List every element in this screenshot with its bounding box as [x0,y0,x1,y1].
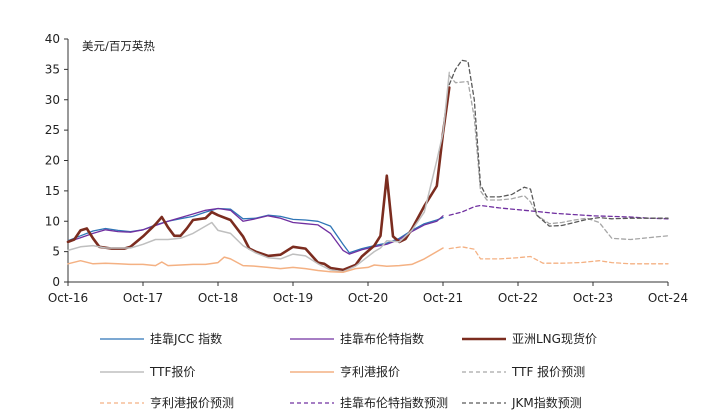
x-tick-label: Oct-19 [273,291,313,305]
legend-label-1: 挂靠JCC 指数 [150,331,222,346]
unit-label: 美元/百万英热 [82,39,155,53]
legend-label-9: JKM指数预测 [511,395,582,410]
y-tick-label: 30 [45,93,60,107]
legend-label-8: 挂靠布伦特指数预测 [340,395,448,410]
legend-label-3: 亚洲LNG现货价 [512,331,597,346]
x-tick-label: Oct-24 [648,291,688,305]
legend-label-6: TTF 报价预测 [511,364,585,379]
x-tick-label: Oct-17 [123,291,163,305]
legend-label-2: 挂靠布伦特指数 [340,331,424,346]
series-line-1 [67,207,444,254]
series-line-8 [448,204,669,220]
legend-label-5: 亨利港报价 [340,364,400,379]
series-line-6 [448,74,669,241]
y-tick-label: 25 [45,123,60,137]
y-tick-label: 10 [45,214,60,228]
y-tick-label: 0 [52,275,60,289]
series-line-4 [67,71,451,273]
x-tick-label: Oct-16 [48,291,88,305]
legend-label-7: 亨利港报价预测 [150,395,234,410]
legend: 挂靠JCC 指数 挂靠布伦特指数 亚洲LNG现货价 TTF报价 亨利港报价 TTF 报价预… [100,331,597,410]
x-tick-label: Oct-23 [573,291,613,305]
x-tick-label: Oct-22 [498,291,538,305]
y-tick-label: 15 [45,184,60,198]
x-tick-label: Oct-20 [348,291,388,305]
series-line-9 [448,59,669,227]
x-tick-label: Oct-21 [423,291,463,305]
axes: 0 5 10 15 20 25 30 35 40 Oct-16 Oct-17 Oct-18 Oct-19… [45,32,688,305]
series-line-5 [67,247,444,274]
series-line-7 [448,246,669,265]
y-tick-label: 35 [45,62,60,76]
series-line-2 [67,207,444,255]
legend-label-4: TTF报价 [149,364,195,379]
y-tick-label: 40 [45,32,60,46]
y-tick-label: 5 [52,245,60,259]
x-tick-label: Oct-18 [198,291,238,305]
series-lines [66,59,669,274]
y-tick-label: 20 [45,154,60,168]
